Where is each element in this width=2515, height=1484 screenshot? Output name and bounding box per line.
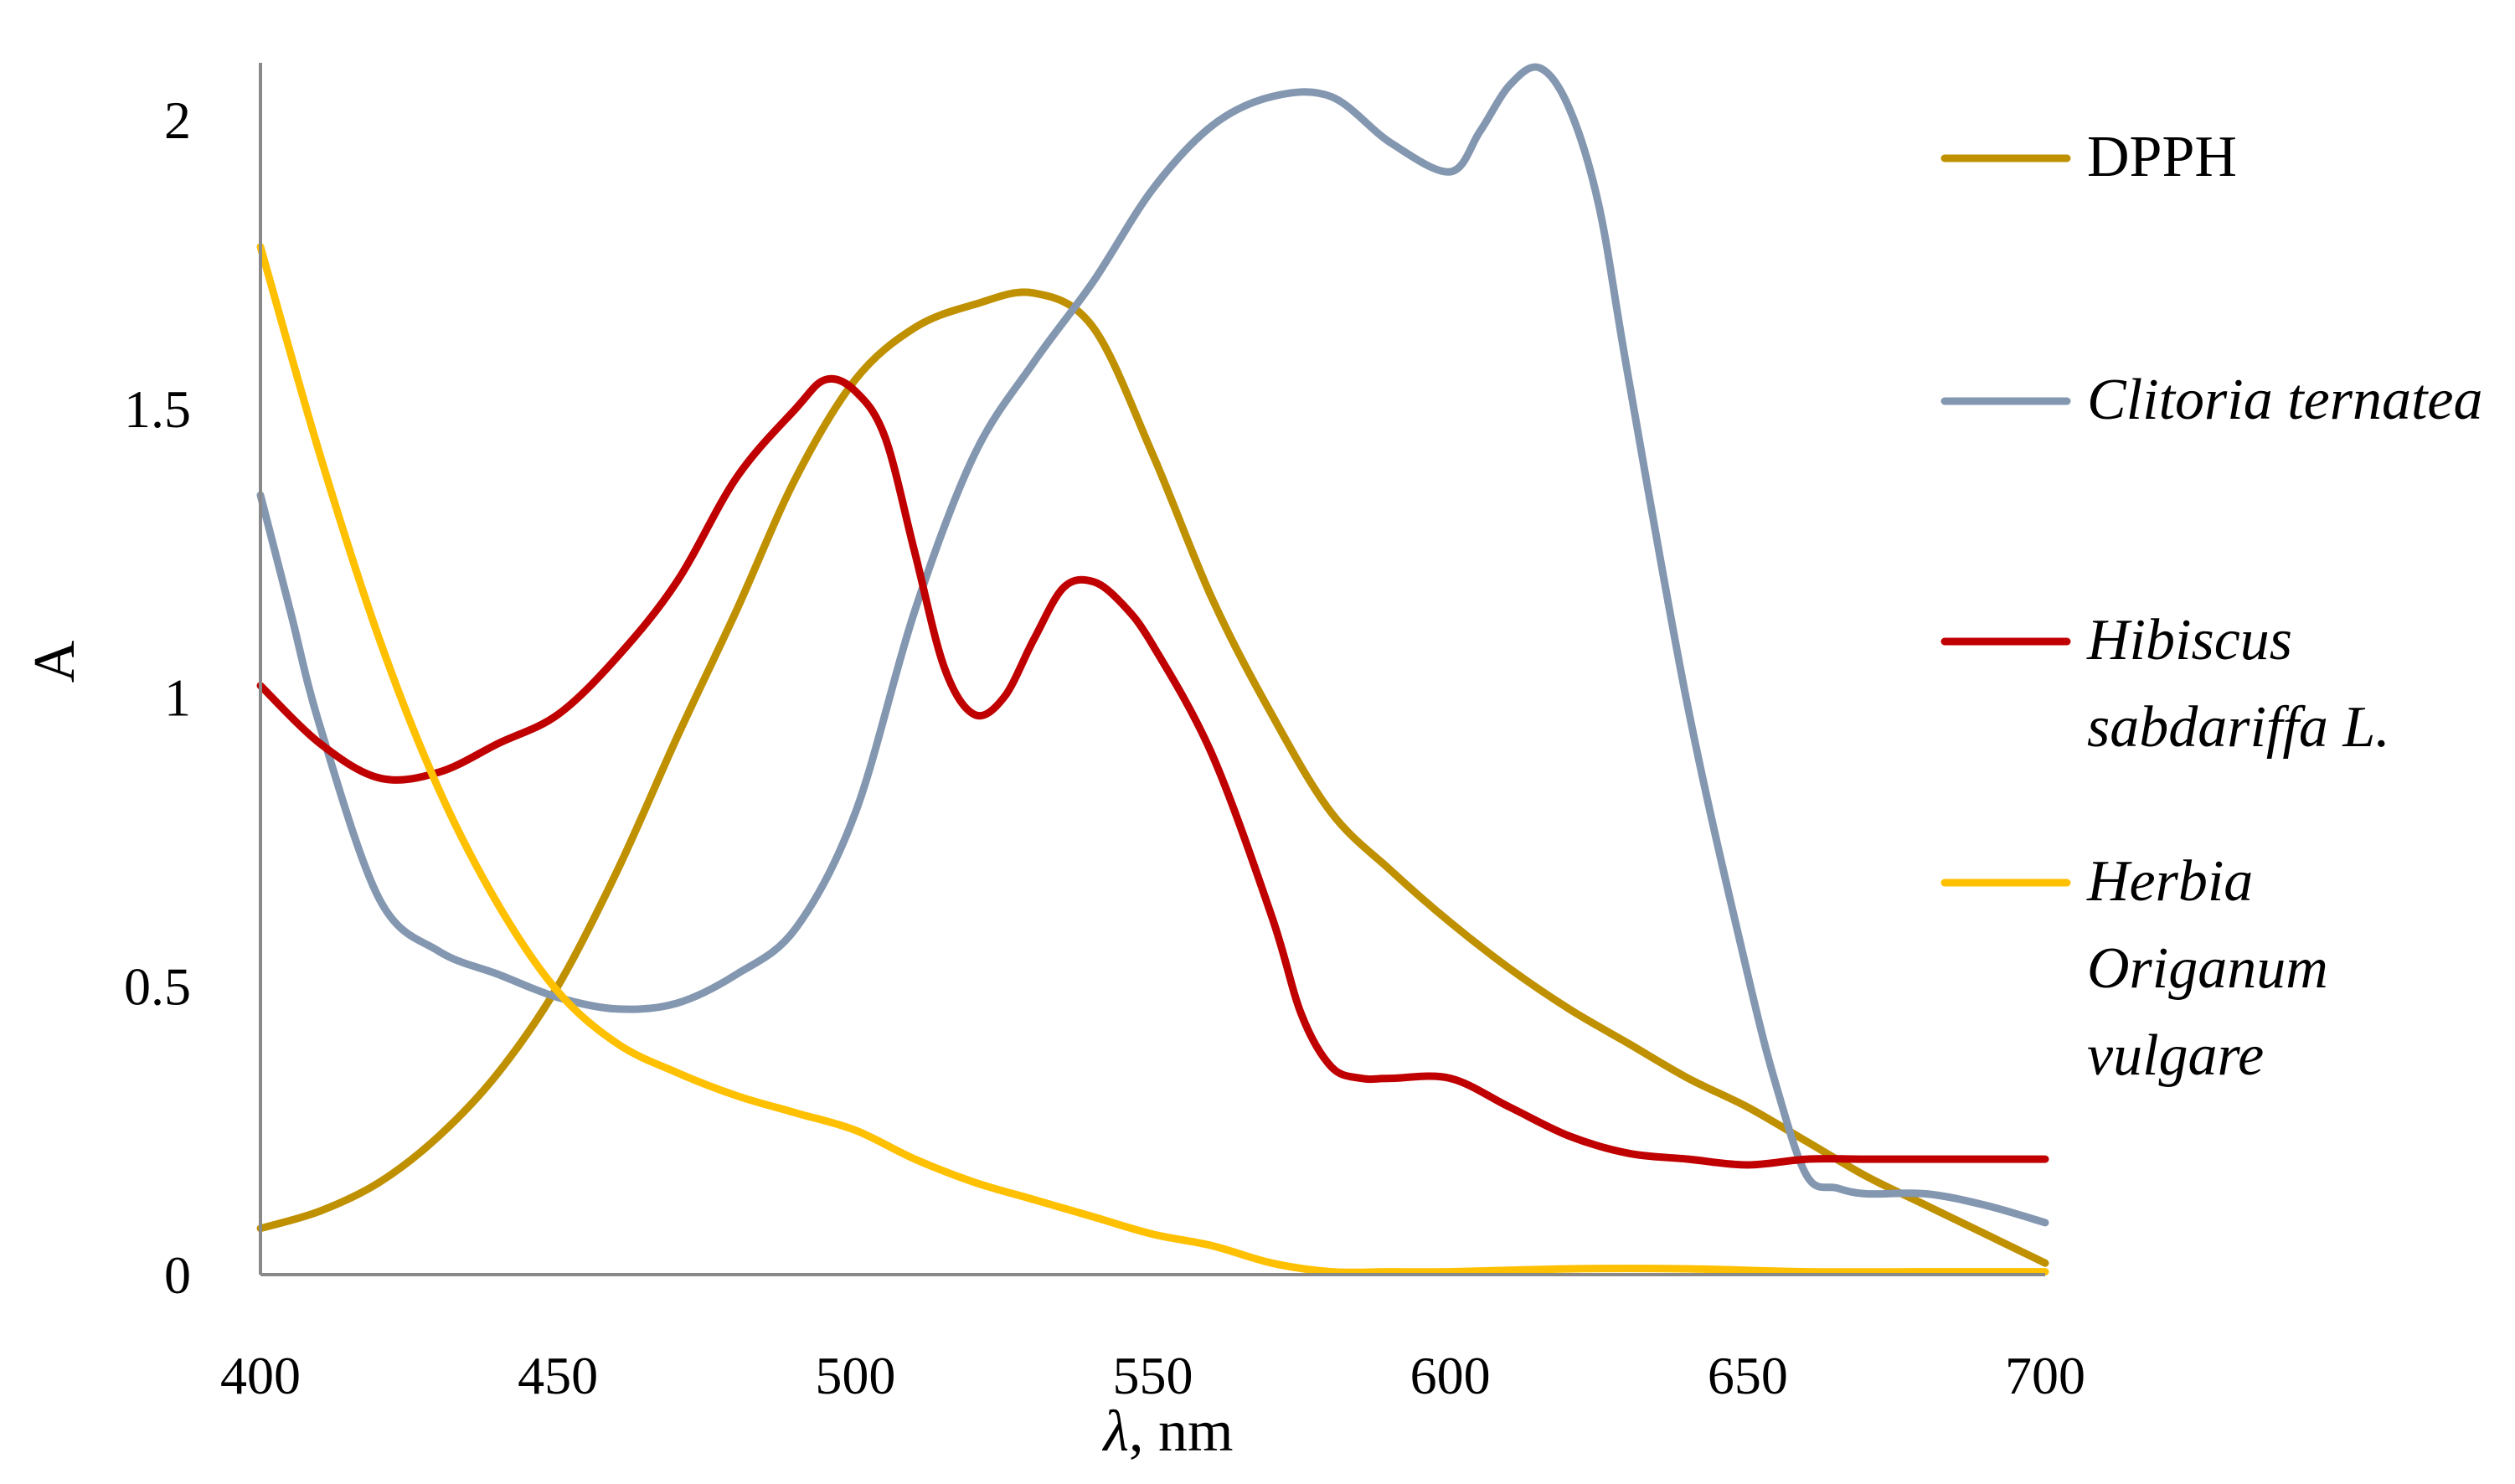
x-tick-label: 600 <box>1410 1346 1491 1405</box>
legend-label: Hibiscus <box>2086 608 2292 672</box>
x-tick-labels: 400 450 500 550 600 650 700 <box>220 1346 2085 1405</box>
y-axis-title: A <box>23 640 87 683</box>
legend: DPPH Clitoria ternatea Hibiscus sabdariffa … <box>1940 125 2483 1088</box>
legend-label: Origanum <box>2087 936 2328 1001</box>
series-line-dpph <box>256 288 2049 1267</box>
legend-label: sabdariffa L. <box>2087 695 2390 760</box>
legend-item-hibiscus-sabdariffa-l: Hibiscus sabdariffa L. <box>1940 608 2390 760</box>
y-tick-label: 1.5 <box>124 379 191 439</box>
x-tick-label: 400 <box>220 1346 301 1405</box>
x-tick-label: 650 <box>1708 1346 1788 1405</box>
legend-item-clitoria-ternatea: Clitoria ternatea <box>1940 368 2483 432</box>
legend-label: DPPH <box>2087 125 2237 189</box>
x-axis-title-unit: , nm <box>1129 1399 1233 1464</box>
x-tick-label: 450 <box>518 1346 598 1405</box>
y-tick-label: 0.5 <box>124 956 191 1016</box>
legend-label: Herbia <box>2086 849 2253 914</box>
legend-item-herbia-origanum-vulgare: Herbia Origanum vulgare <box>1940 849 2328 1088</box>
x-tick-label: 700 <box>2005 1346 2085 1405</box>
legend-label: vulgare <box>2087 1023 2264 1088</box>
y-tick-labels: 0 0.5 1 1.5 2 <box>124 90 191 1305</box>
y-tick-label: 0 <box>164 1245 191 1305</box>
series-line-herbia-origanum-vulgare <box>256 243 2049 1276</box>
x-axis-title: λ, nm <box>1102 1399 1234 1464</box>
x-tick-label: 550 <box>1113 1346 1193 1405</box>
series-line-hibiscus-sabdariffa-l <box>256 374 2049 1169</box>
legend-item-dpph: DPPH <box>1940 125 2237 189</box>
y-tick-label: 1 <box>164 668 191 728</box>
y-tick-label: 2 <box>164 90 191 150</box>
legend-label: Clitoria ternatea <box>2087 368 2483 432</box>
series-layer <box>256 63 2049 1276</box>
x-tick-label: 500 <box>815 1346 895 1405</box>
series-line-clitoria-ternatea <box>256 63 2049 1227</box>
x-axis-title-symbol: λ <box>1102 1399 1129 1464</box>
